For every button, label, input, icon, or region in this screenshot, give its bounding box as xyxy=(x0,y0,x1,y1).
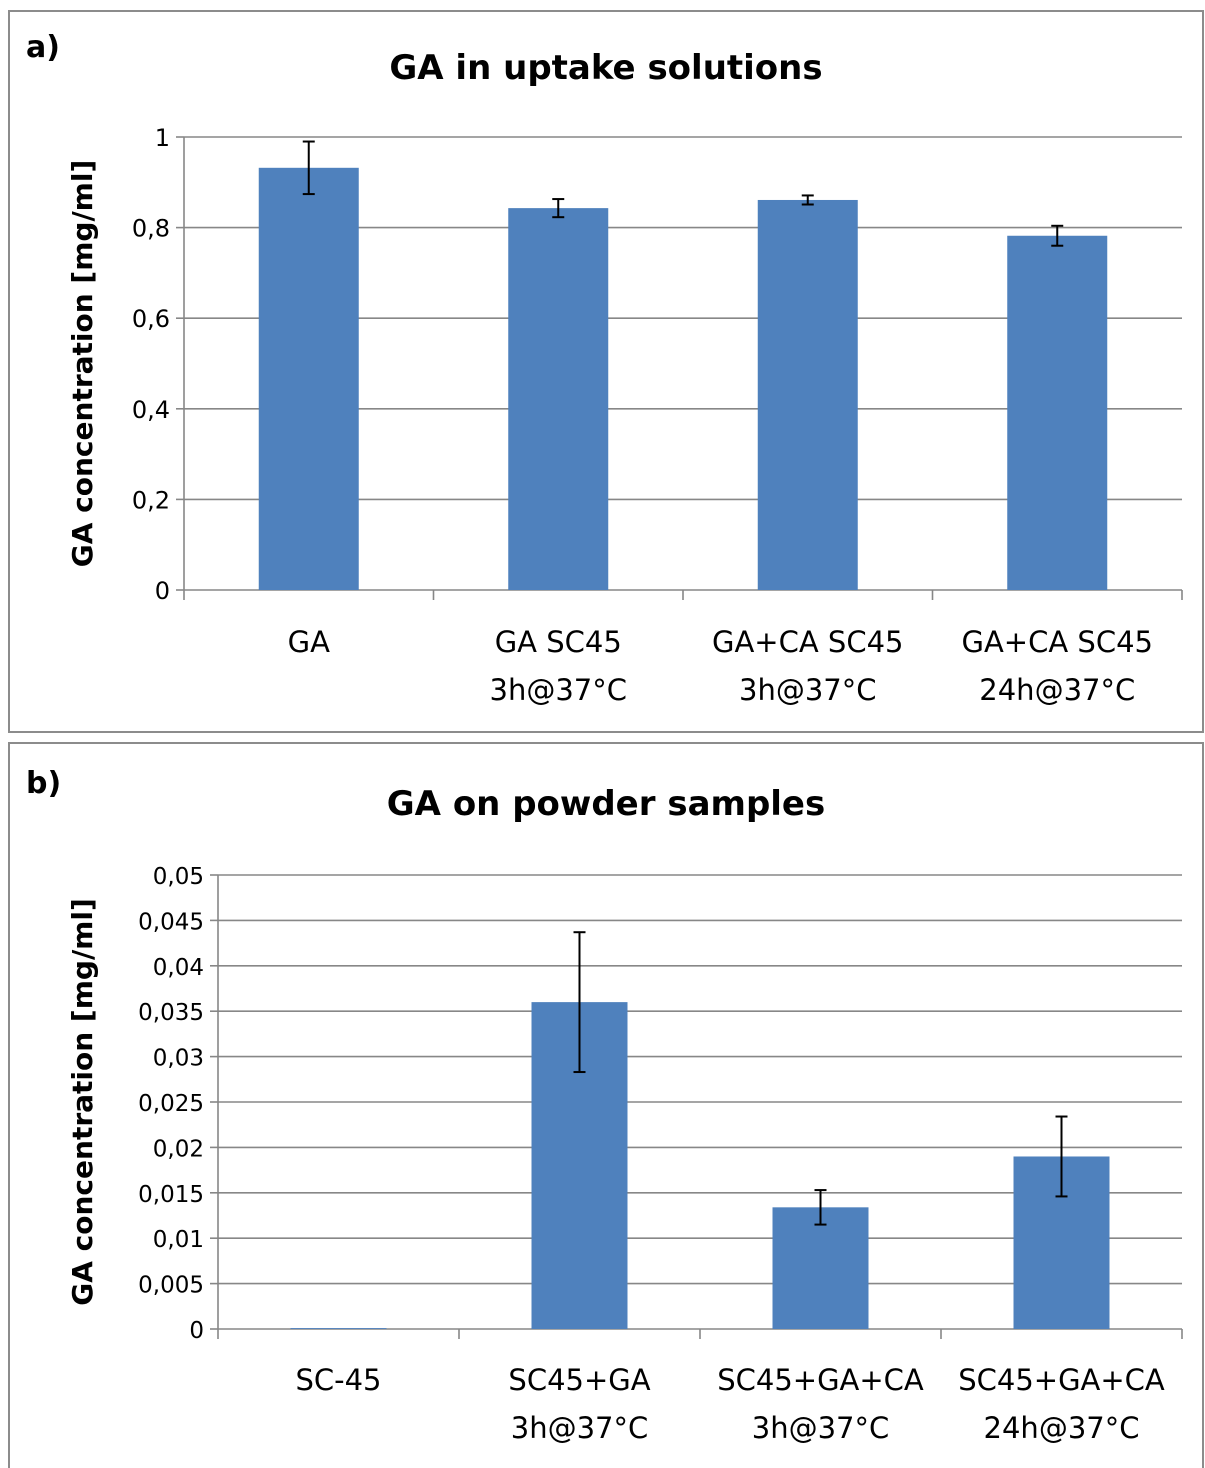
x-tick-label: 3h@37°C xyxy=(752,1411,889,1445)
chart-panel-a: a) GA in uptake solutions 0 0,2 0,4 0,6 0,8 1… xyxy=(8,10,1204,733)
panel-label: a) xyxy=(26,30,60,65)
chart-title: GA on powder samples xyxy=(386,784,826,824)
x-tick-label: 3h@37°C xyxy=(490,673,627,707)
y-tick-label: 0 xyxy=(155,577,170,605)
y-tick-label: 0,02 xyxy=(153,1136,204,1162)
x-tick-label: GA+CA SC45 xyxy=(962,625,1153,659)
panel-label: b) xyxy=(26,766,62,801)
x-tick-label: 3h@37°C xyxy=(739,673,876,707)
bar-chart-a: 0 0,2 0,4 0,6 0,8 1 GA GA SC45 3h@37°C GA+CA SC45… xyxy=(66,124,1183,707)
y-tick-label: 0,03 xyxy=(153,1046,204,1072)
y-tick-label: 0,005 xyxy=(138,1273,204,1299)
bar xyxy=(258,167,359,590)
bar xyxy=(1007,235,1108,590)
y-axis-title: GA concentration [mg/ml] xyxy=(66,898,99,1306)
chart-panel-b: b) GA on powder samples 0 0,005 0,01 0,015 0… xyxy=(8,742,1204,1468)
x-tick-label: 3h@37°C xyxy=(511,1411,648,1445)
y-tick-label: 0,045 xyxy=(138,909,204,935)
y-tick-label: 0,05 xyxy=(153,864,204,890)
x-tick-label: GA SC45 xyxy=(495,625,622,659)
y-tick-label: 0,8 xyxy=(132,215,170,243)
y-tick-label: 0,035 xyxy=(138,1000,204,1026)
x-tick-label: SC-45 xyxy=(295,1363,381,1397)
y-tick-label: 0,015 xyxy=(138,1182,204,1208)
x-tick-label: 24h@37°C xyxy=(979,673,1135,707)
chart-title: GA in uptake solutions xyxy=(389,48,823,88)
x-tick-label: SC45+GA+CA xyxy=(958,1363,1165,1397)
bar xyxy=(757,199,858,591)
y-tick-label: 0 xyxy=(189,1318,204,1344)
y-tick-label: 1 xyxy=(155,124,170,152)
y-tick-label: 0,6 xyxy=(132,305,170,333)
bar-chart-b: 0 0,005 0,01 0,015 0,02 0,025 0,03 0,035 0,04 0,0… xyxy=(66,864,1183,1445)
bar xyxy=(508,208,609,590)
x-tick-label: GA xyxy=(288,625,330,659)
x-tick-label: SC45+GA+CA xyxy=(717,1363,924,1397)
y-tick-label: 0,2 xyxy=(132,486,170,514)
y-axis-title: GA concentration [mg/ml] xyxy=(66,160,99,568)
x-tick-label: 24h@37°C xyxy=(984,1411,1140,1445)
y-tick-label: 0,025 xyxy=(138,1091,204,1117)
y-tick-label: 0,01 xyxy=(153,1227,204,1253)
x-tick-label: SC45+GA xyxy=(508,1363,650,1397)
bar xyxy=(290,1328,387,1329)
y-tick-label: 0,4 xyxy=(132,396,170,424)
y-tick-label: 0,04 xyxy=(153,955,204,981)
bar xyxy=(772,1207,869,1329)
x-tick-label: GA+CA SC45 xyxy=(712,625,903,659)
